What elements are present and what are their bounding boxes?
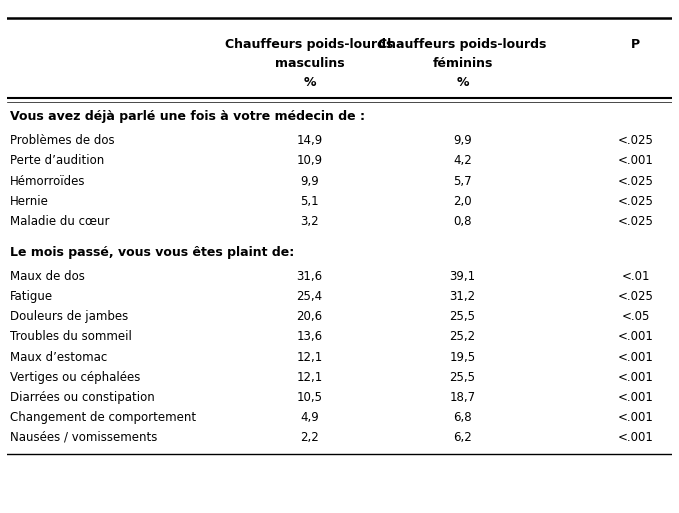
Text: 31,2: 31,2 [449,290,476,303]
Text: <.001: <.001 [618,330,654,343]
Text: Problèmes de dos: Problèmes de dos [10,134,115,147]
Text: 25,4: 25,4 [297,290,323,303]
Text: 9,9: 9,9 [453,134,472,147]
Text: masculins: masculins [275,57,344,70]
Text: <.025: <.025 [618,134,654,147]
Text: <.025: <.025 [618,174,654,188]
Text: %: % [304,76,316,89]
Text: 12,1: 12,1 [297,350,323,364]
Text: 5,7: 5,7 [454,174,472,188]
Text: 10,5: 10,5 [297,391,323,404]
Text: <.001: <.001 [618,154,654,167]
Text: <.025: <.025 [618,290,654,303]
Text: Chauffeurs poids-lourds: Chauffeurs poids-lourds [225,38,394,51]
Text: <.001: <.001 [618,370,654,384]
Text: 2,2: 2,2 [300,431,319,444]
Text: Chauffeurs poids-lourds: Chauffeurs poids-lourds [378,38,547,51]
Text: Maladie du cœur: Maladie du cœur [10,215,109,228]
Text: 3,2: 3,2 [300,215,319,228]
Text: 5,1: 5,1 [300,194,319,208]
Text: Hémorroïdes: Hémorroïdes [10,174,86,188]
Text: Vous avez déjà parlé une fois à votre médecin de :: Vous avez déjà parlé une fois à votre mé… [10,110,365,123]
Text: 4,9: 4,9 [300,411,319,424]
Text: 10,9: 10,9 [297,154,323,167]
Text: 4,2: 4,2 [453,154,472,167]
Text: féminins: féminins [433,57,493,70]
Text: Maux d’estomac: Maux d’estomac [10,350,107,364]
Text: Hernie: Hernie [10,194,49,208]
Text: 0,8: 0,8 [454,215,472,228]
Text: Nausées / vomissements: Nausées / vomissements [10,431,158,444]
Text: Douleurs de jambes: Douleurs de jambes [10,310,128,323]
Text: 18,7: 18,7 [449,391,476,404]
Text: <.01: <.01 [621,270,650,283]
Text: P: P [631,38,640,51]
Text: 6,2: 6,2 [453,431,472,444]
Text: 39,1: 39,1 [449,270,476,283]
Text: Vertiges ou céphalées: Vertiges ou céphalées [10,370,141,384]
Text: <.001: <.001 [618,411,654,424]
Text: 13,6: 13,6 [297,330,323,343]
Text: <.025: <.025 [618,194,654,208]
Text: <.001: <.001 [618,350,654,364]
Text: 2,0: 2,0 [454,194,472,208]
Text: %: % [456,76,469,89]
Text: 25,5: 25,5 [449,310,475,323]
Text: <.05: <.05 [621,310,650,323]
Text: 14,9: 14,9 [297,134,323,147]
Text: 12,1: 12,1 [297,370,323,384]
Text: Le mois passé, vous vous êtes plaint de:: Le mois passé, vous vous êtes plaint de: [10,246,295,259]
Text: <.001: <.001 [618,391,654,404]
Text: Diarrées ou constipation: Diarrées ou constipation [10,391,155,404]
Text: <.001: <.001 [618,431,654,444]
Text: Maux de dos: Maux de dos [10,270,85,283]
Text: 9,9: 9,9 [300,174,319,188]
Text: Perte d’audition: Perte d’audition [10,154,105,167]
Text: 25,2: 25,2 [449,330,476,343]
Text: 20,6: 20,6 [297,310,323,323]
Text: Troubles du sommeil: Troubles du sommeil [10,330,132,343]
Text: 6,8: 6,8 [454,411,472,424]
Text: 19,5: 19,5 [449,350,476,364]
Text: Fatigue: Fatigue [10,290,53,303]
Text: Changement de comportement: Changement de comportement [10,411,196,424]
Text: <.025: <.025 [618,215,654,228]
Text: 25,5: 25,5 [449,370,475,384]
Text: 31,6: 31,6 [297,270,323,283]
